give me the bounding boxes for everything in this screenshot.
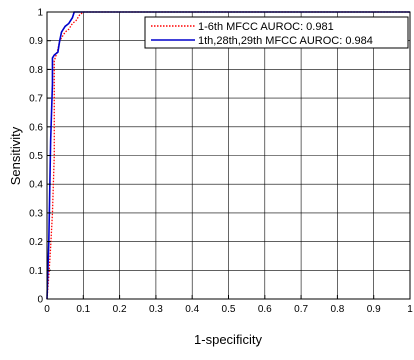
y-tick-label: 0.7 — [29, 94, 43, 105]
x-axis-title: 1-specificity — [194, 332, 262, 347]
y-tick-label: 0.9 — [29, 36, 43, 47]
x-tick-label: 0 — [44, 304, 50, 315]
legend: 1-6th MFCC AUROC: 0.981 1th,28th,29th MFC… — [144, 16, 409, 49]
tick-layer: 0 0.1 0.2 0.3 0.4 0.5 0.6 0.7 0.8 0.9 1 0 0.1 0.2 0.3 0… — [29, 8, 413, 316]
x-tick-label: 0.6 — [258, 304, 272, 315]
y-tick-label: 0.8 — [29, 65, 43, 76]
x-tick-label: 0.2 — [113, 304, 127, 315]
y-tick-label: 0 — [37, 295, 43, 306]
legend-label-1: 1-6th MFCC AUROC: 0.981 — [198, 21, 334, 33]
y-tick-label: 0.3 — [29, 208, 43, 219]
y-tick-label: 0.6 — [29, 122, 43, 133]
legend-label-2: 1th,28th,29th MFCC AUROC: 0.984 — [198, 35, 373, 47]
legend-box — [144, 16, 409, 49]
series-layer — [46, 11, 410, 300]
x-tick-label: 0.1 — [76, 304, 90, 315]
y-axis-title: Sensitivity — [8, 126, 23, 185]
x-tick-label: 0.8 — [330, 304, 344, 315]
x-tick-label: 0.9 — [367, 304, 381, 315]
x-tick-label: 0.5 — [222, 304, 236, 315]
y-tick-label: 1 — [37, 8, 43, 19]
y-tick-label: 0.1 — [29, 266, 43, 277]
x-tick-label: 1 — [407, 304, 413, 315]
x-tick-label: 0.4 — [185, 304, 199, 315]
x-tick-label: 0.7 — [294, 304, 308, 315]
x-tick-label: 0.3 — [149, 304, 163, 315]
y-tick-label: 0.4 — [29, 180, 43, 191]
series-line-2 — [46, 11, 410, 300]
y-tick-label: 0.5 — [29, 151, 43, 162]
y-tick-label: 0.2 — [29, 237, 43, 248]
